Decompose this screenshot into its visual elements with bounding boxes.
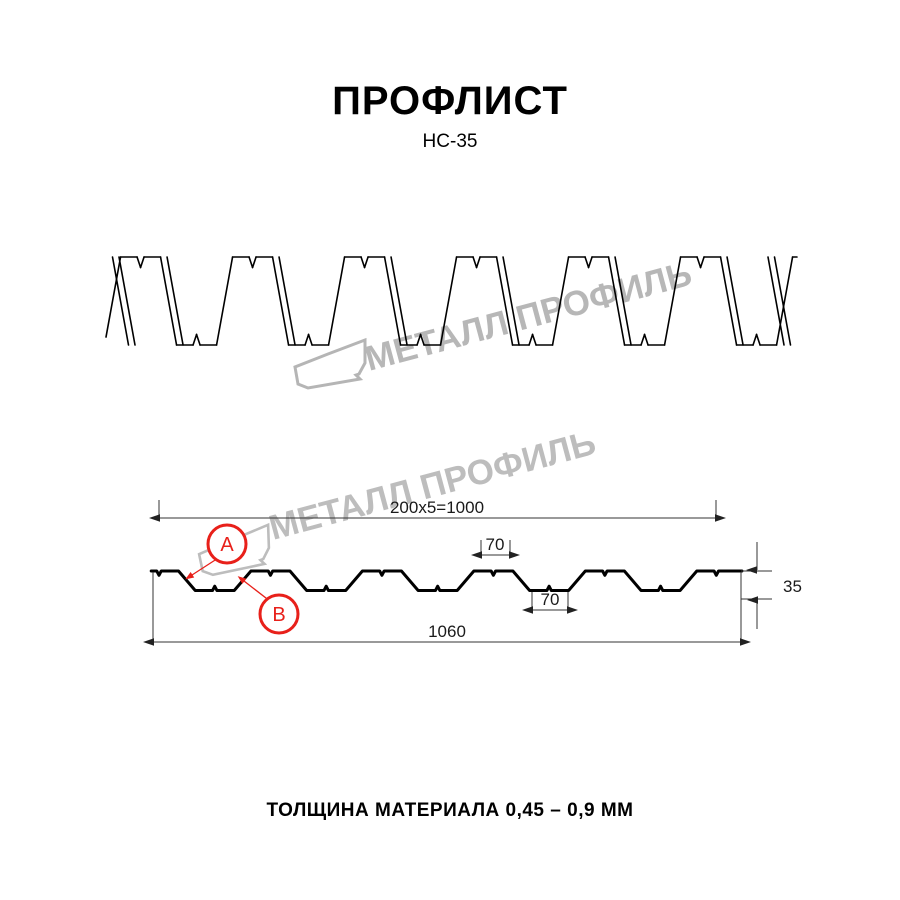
svg-text:35: 35 bbox=[783, 577, 802, 596]
svg-text:70: 70 bbox=[486, 535, 505, 554]
svg-text:A: A bbox=[220, 534, 234, 556]
svg-text:B: B bbox=[272, 604, 285, 626]
svg-text:МЕТАЛЛ ПРОФИЛЬ: МЕТАЛЛ ПРОФИЛЬ bbox=[361, 254, 696, 379]
svg-text:200x5=1000: 200x5=1000 bbox=[390, 498, 484, 517]
svg-text:МЕТАЛЛ ПРОФИЛЬ: МЕТАЛЛ ПРОФИЛЬ bbox=[265, 423, 600, 548]
svg-text:70: 70 bbox=[541, 590, 560, 609]
svg-text:1060: 1060 bbox=[428, 622, 466, 641]
